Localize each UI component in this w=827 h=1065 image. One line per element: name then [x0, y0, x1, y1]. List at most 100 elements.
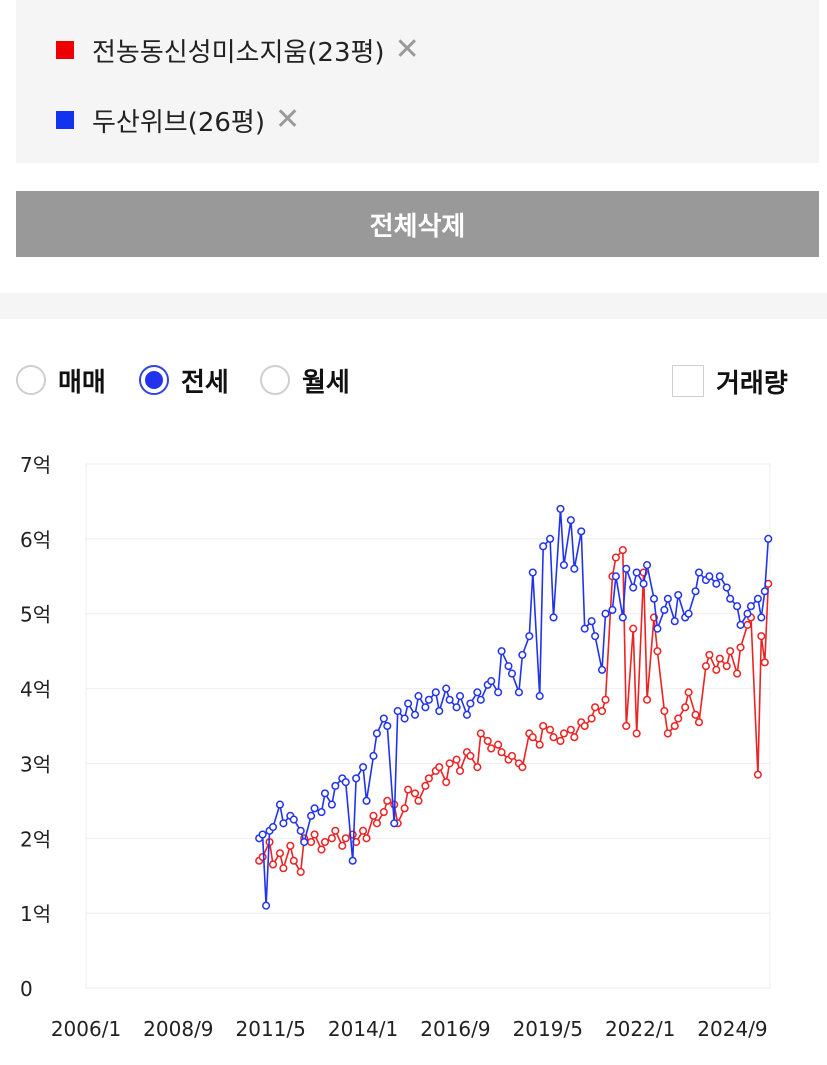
trade-type-radio-monthly[interactable]: 월세	[260, 360, 350, 400]
legend-item: 두산위브(26평) ✕	[56, 102, 301, 138]
data-point	[359, 763, 368, 772]
data-point	[643, 695, 652, 704]
data-point	[639, 579, 648, 588]
y-tick-label: 4억	[20, 678, 51, 702]
data-point	[722, 583, 731, 592]
data-point	[691, 587, 700, 596]
data-point	[632, 568, 641, 577]
delete-all-button[interactable]: 전체삭제	[16, 191, 819, 257]
data-point	[286, 841, 295, 850]
data-point	[660, 605, 669, 615]
data-point	[289, 815, 298, 824]
data-point	[736, 643, 745, 652]
data-point	[455, 692, 465, 701]
data-point	[546, 725, 555, 734]
data-point	[320, 837, 330, 847]
data-point	[317, 808, 326, 817]
data-point	[341, 834, 350, 843]
data-point	[528, 733, 537, 742]
legend-label: 두산위브(26평)	[92, 107, 265, 138]
data-point	[452, 755, 461, 764]
data-point	[359, 826, 368, 835]
data-point	[307, 811, 316, 820]
data-point	[279, 864, 288, 873]
data-point	[487, 677, 496, 686]
y-tick-label: 6억	[20, 528, 51, 552]
data-point	[268, 860, 278, 869]
data-point	[684, 609, 693, 618]
data-point	[327, 834, 336, 843]
data-point	[649, 594, 659, 603]
data-point	[362, 834, 371, 843]
data-point	[320, 789, 330, 798]
data-point	[372, 729, 381, 738]
data-point	[549, 613, 558, 622]
y-tick-label: 5억	[20, 603, 51, 627]
remove-complex-button[interactable]: ✕	[274, 102, 301, 137]
data-point	[691, 710, 700, 719]
data-point	[372, 819, 381, 828]
data-point	[684, 688, 693, 697]
data-point	[383, 721, 392, 731]
data-point	[535, 692, 544, 701]
data-point	[348, 856, 357, 865]
data-point	[556, 736, 565, 746]
data-point	[591, 703, 600, 712]
remove-complex-button[interactable]: ✕	[394, 32, 420, 67]
data-point	[764, 534, 773, 543]
data-point	[597, 665, 607, 674]
series-line-0	[258, 548, 770, 875]
data-point	[580, 624, 589, 633]
data-point	[421, 703, 430, 712]
data-point	[275, 800, 284, 809]
data-point	[556, 504, 565, 513]
data-point	[300, 837, 309, 847]
data-point	[591, 632, 600, 641]
data-point	[736, 620, 745, 629]
trade-type-radio-jeonse[interactable]: 전세	[139, 360, 229, 400]
data-point	[268, 823, 278, 832]
data-point	[341, 778, 350, 787]
data-point	[611, 572, 620, 581]
data-point	[753, 594, 762, 603]
data-point	[663, 594, 672, 603]
data-point	[674, 714, 683, 723]
data-point	[455, 766, 465, 775]
trade-type-radio-sale[interactable]: 매매	[16, 360, 106, 400]
data-point	[400, 714, 409, 723]
data-point	[622, 721, 631, 731]
data-point	[331, 826, 340, 835]
data-point	[653, 647, 662, 656]
data-point	[476, 695, 485, 704]
data-point	[296, 826, 305, 835]
y-tick-label: 7억	[20, 453, 51, 477]
data-point	[705, 572, 714, 581]
data-point	[653, 624, 662, 633]
volume-checkbox[interactable]: 거래량	[672, 362, 788, 400]
data-point	[622, 564, 631, 573]
data-point	[507, 669, 517, 678]
data-point	[601, 695, 610, 704]
data-point	[712, 665, 721, 674]
data-point	[753, 770, 762, 779]
volume-label: 거래량	[716, 368, 788, 399]
data-point	[362, 796, 371, 805]
data-point	[566, 516, 575, 525]
data-point	[549, 733, 558, 742]
data-point	[681, 703, 690, 712]
data-point	[497, 647, 506, 656]
data-point	[435, 763, 444, 772]
radio-label: 월세	[302, 367, 350, 398]
data-point	[400, 804, 409, 813]
data-point	[559, 729, 568, 738]
data-point	[535, 740, 544, 749]
data-point	[701, 662, 710, 671]
data-point	[445, 759, 454, 768]
legend-swatch-red	[56, 41, 74, 59]
data-point	[258, 830, 267, 839]
data-point	[629, 583, 638, 592]
radio-circle-icon	[260, 365, 290, 395]
data-point	[279, 819, 288, 828]
data-point	[733, 669, 742, 678]
data-point	[618, 546, 627, 555]
